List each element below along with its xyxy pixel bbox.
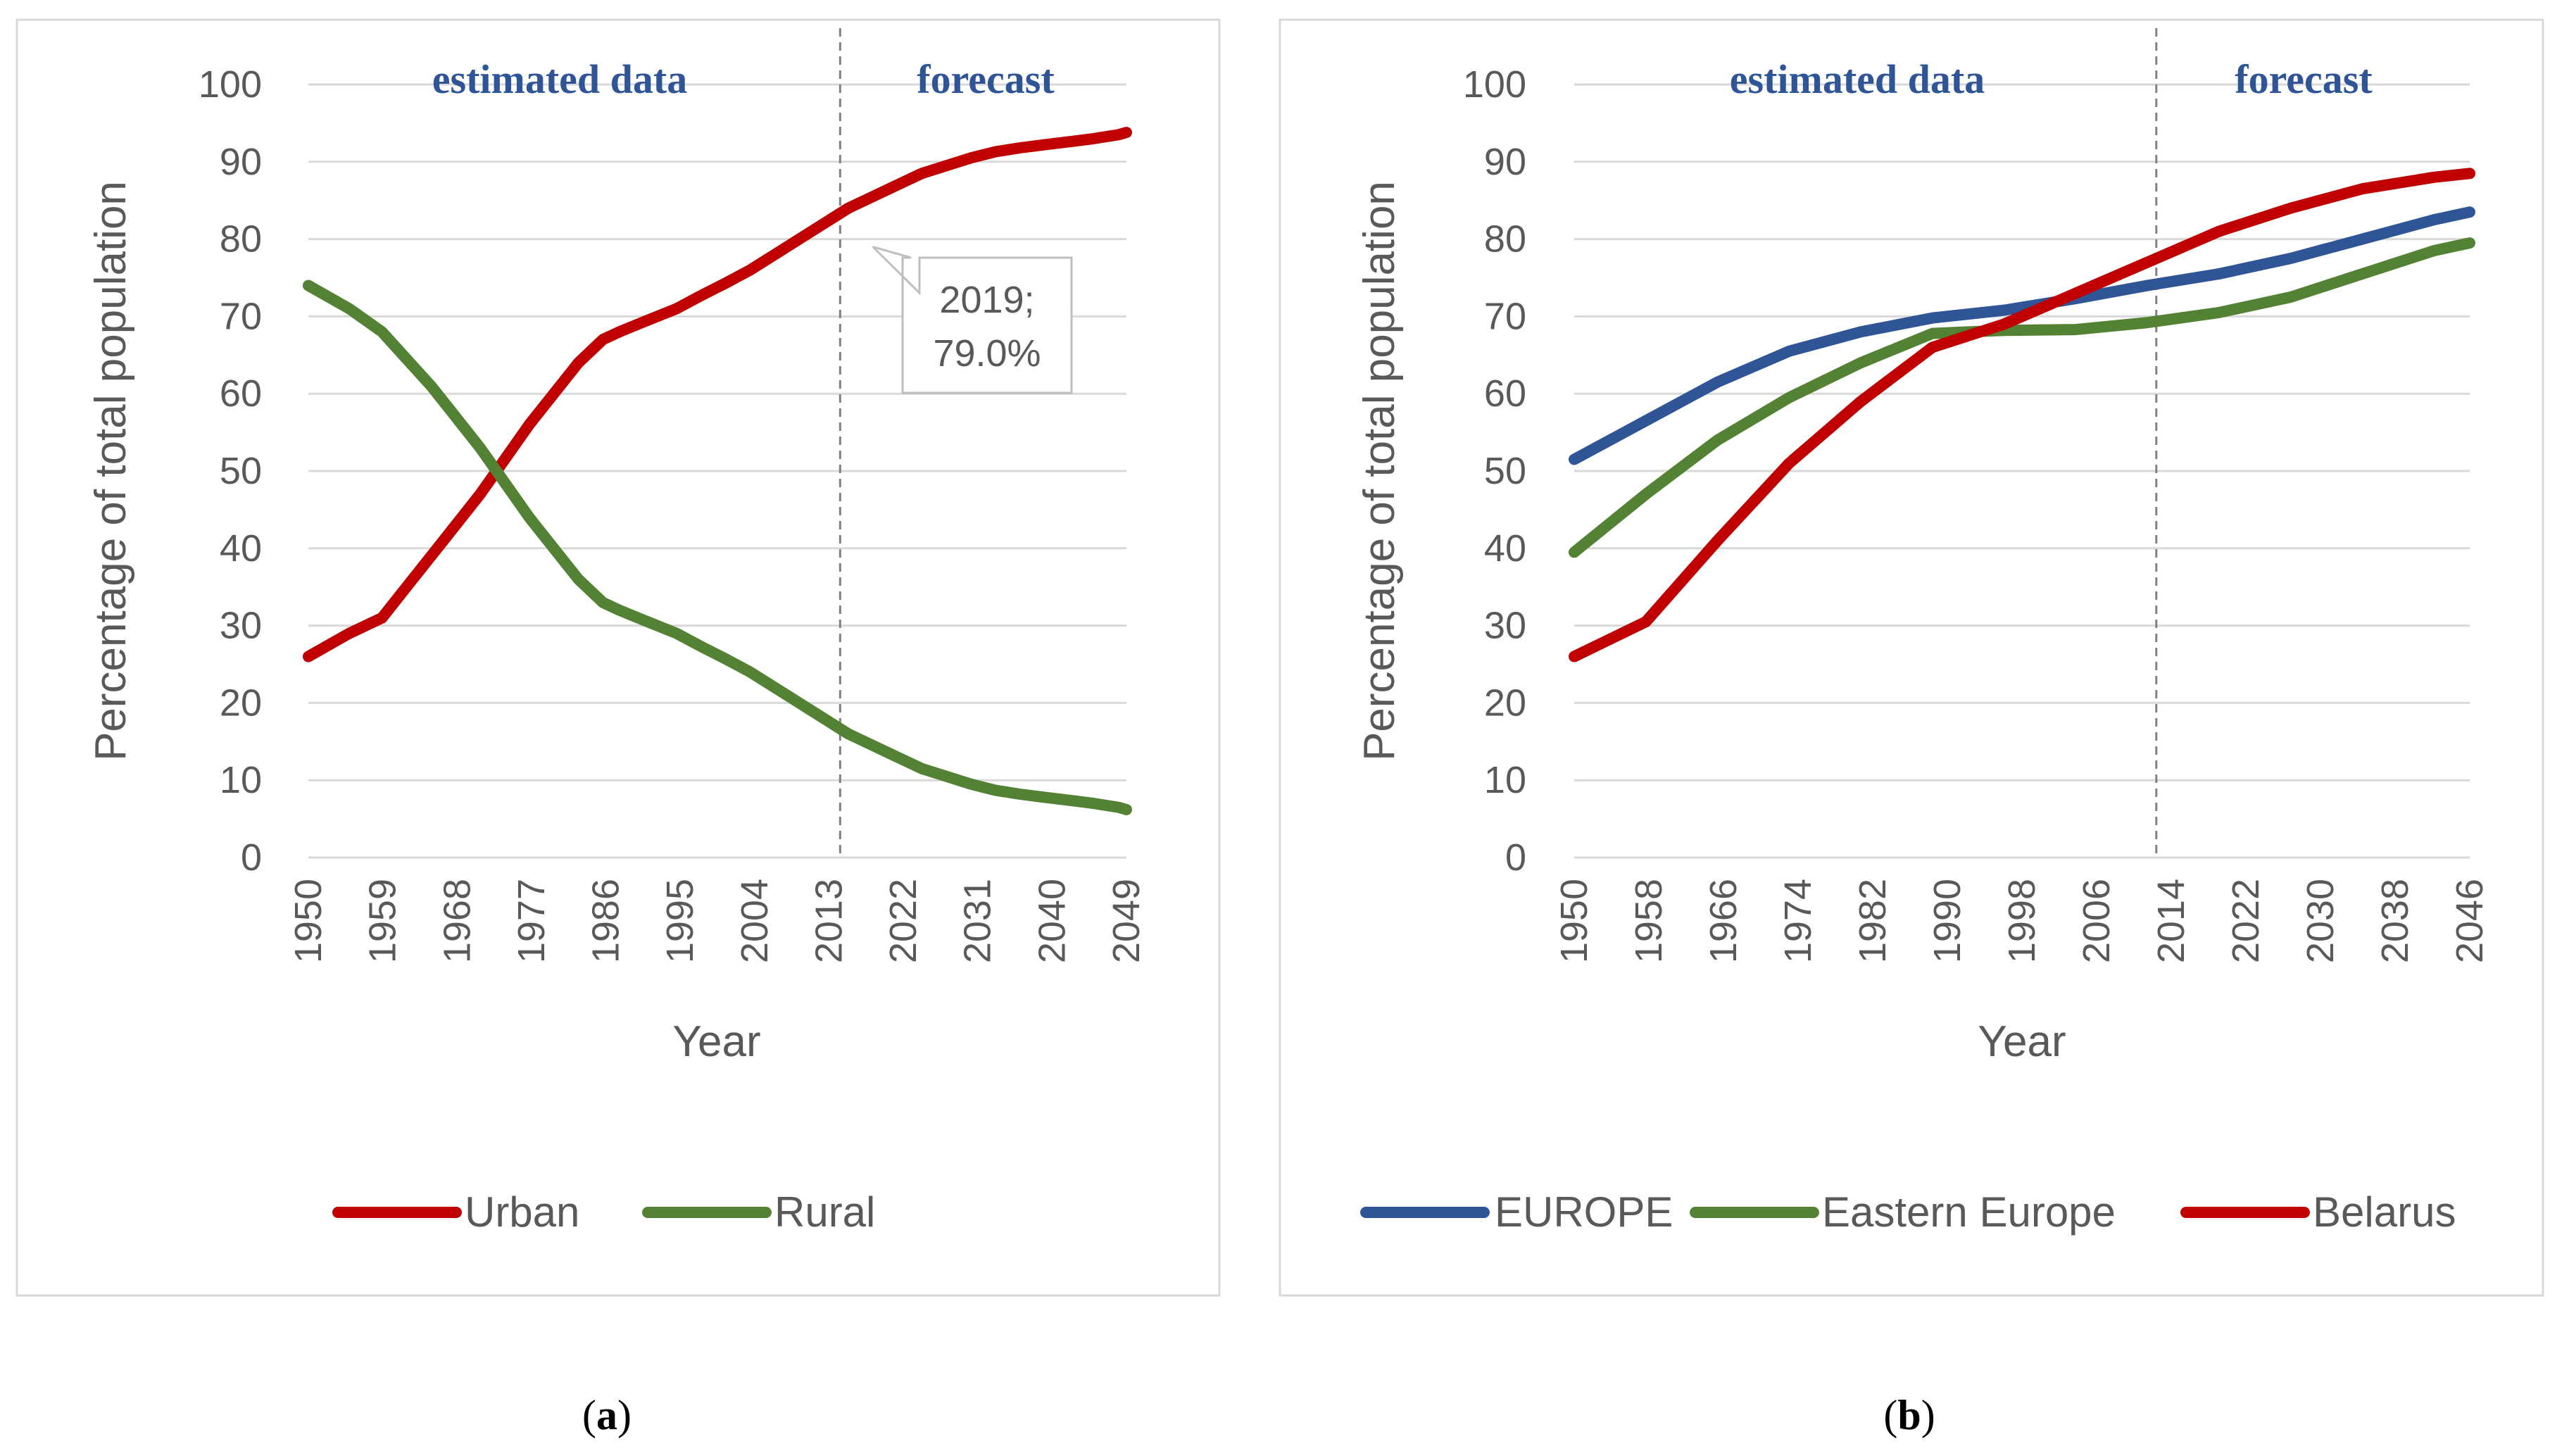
- y-tick-label: 60: [220, 372, 262, 415]
- x-tick-label: 1968: [436, 879, 478, 963]
- x-tick-label: 1995: [659, 879, 701, 963]
- y-axis-title: Percentage of total population: [1355, 181, 1404, 761]
- y-tick-label: 70: [220, 295, 262, 337]
- series-line-belarus: [1569, 168, 2475, 663]
- chart-frame: [15, 18, 1221, 1297]
- x-tick-label: 2031: [957, 879, 999, 963]
- x-tick-label: 1986: [585, 879, 627, 963]
- y-tick-label: 20: [1484, 682, 1526, 724]
- legend-label: Urban: [465, 1188, 579, 1236]
- x-tick-label: 1950: [1553, 879, 1595, 963]
- region-label-estimated: estimated data: [432, 56, 687, 102]
- y-tick-label: 30: [1484, 605, 1526, 647]
- region-label-estimated: estimated data: [1730, 56, 1985, 102]
- x-tick-label: 1990: [1926, 879, 1968, 963]
- x-tick-label: 1974: [1777, 879, 1819, 963]
- x-tick-label: 1977: [510, 879, 553, 963]
- y-tick-label: 80: [220, 218, 262, 261]
- legend-label: Eastern Europe: [1822, 1188, 2116, 1236]
- region-label-forecast: forecast: [917, 56, 1055, 102]
- panel-label-close-paren: ): [617, 1392, 632, 1438]
- x-tick-label: 2013: [808, 879, 850, 963]
- y-tick-label: 20: [220, 682, 262, 724]
- x-tick-label: 1950: [287, 879, 329, 963]
- y-tick-label: 90: [1484, 141, 1526, 183]
- x-tick-label: 1959: [362, 879, 404, 963]
- y-tick-label: 40: [220, 527, 262, 570]
- series-line-urban: [303, 127, 1132, 663]
- legend-label: Rural: [774, 1188, 875, 1236]
- x-tick-label: 2046: [2449, 879, 2491, 963]
- y-tick-label: 60: [1484, 372, 1526, 415]
- y-tick-label: 0: [241, 836, 262, 879]
- panel-label: (a): [582, 1392, 632, 1438]
- y-tick-label: 90: [220, 141, 262, 183]
- y-tick-label: 70: [1484, 295, 1526, 337]
- callout-value: 79.0%: [933, 332, 1041, 375]
- chart-frame: [1279, 18, 2544, 1297]
- y-tick-label: 100: [1463, 63, 1526, 106]
- callout-box: [872, 246, 1073, 394]
- legend-label: EUROPE: [1495, 1188, 1673, 1236]
- y-tick-label: 50: [220, 450, 262, 492]
- x-axis-title: Year: [672, 1017, 760, 1066]
- panel-label-open-paren: (: [582, 1392, 596, 1438]
- y-tick-label: 50: [1484, 450, 1526, 492]
- series-line-eastern-europe: [1569, 237, 2475, 558]
- panel-label-letter: a: [596, 1392, 617, 1438]
- series-line-rural: [303, 280, 1132, 815]
- x-tick-label: 2030: [2299, 879, 2342, 963]
- x-axis-title: Year: [1978, 1017, 2066, 1066]
- panel-label: (b): [1883, 1392, 1935, 1438]
- x-tick-label: 2006: [2075, 879, 2118, 963]
- y-tick-label: 0: [1505, 836, 1526, 879]
- chart-panel-a: 0 10 20 30 40 50 60 70 80 90 100 estimated data fore…: [15, 18, 1221, 1438]
- x-tick-label: 1958: [1628, 879, 1670, 963]
- region-label-forecast: forecast: [2235, 56, 2373, 102]
- x-tick-label: 2014: [2150, 879, 2192, 963]
- x-tick-label: 2040: [1031, 879, 1073, 963]
- x-tick-label: 2049: [1105, 879, 1148, 963]
- x-tick-label: 2022: [882, 879, 924, 963]
- y-tick-label: 10: [220, 759, 262, 801]
- x-tick-label: 1966: [1702, 879, 1745, 963]
- y-axis-title: Percentage of total population: [87, 181, 135, 761]
- y-tick-label: 100: [199, 63, 262, 106]
- panel-label-letter: b: [1897, 1392, 1921, 1438]
- y-tick-label: 30: [220, 605, 262, 647]
- x-tick-label: 2038: [2374, 879, 2416, 963]
- x-tick-label: 2022: [2225, 879, 2267, 963]
- y-tick-label: 80: [1484, 218, 1526, 261]
- x-tick-label: 1982: [1852, 879, 1894, 963]
- x-tick-label: 1998: [2001, 879, 2043, 963]
- legend-label: Belarus: [2313, 1188, 2456, 1236]
- callout-year: 2019;: [939, 279, 1034, 321]
- panel-label-close-paren: ): [1921, 1392, 1935, 1438]
- x-tick-label: 2004: [734, 879, 776, 963]
- panel-label-open-paren: (: [1883, 1392, 1897, 1438]
- y-tick-label: 40: [1484, 527, 1526, 570]
- y-tick-label: 10: [1484, 759, 1526, 801]
